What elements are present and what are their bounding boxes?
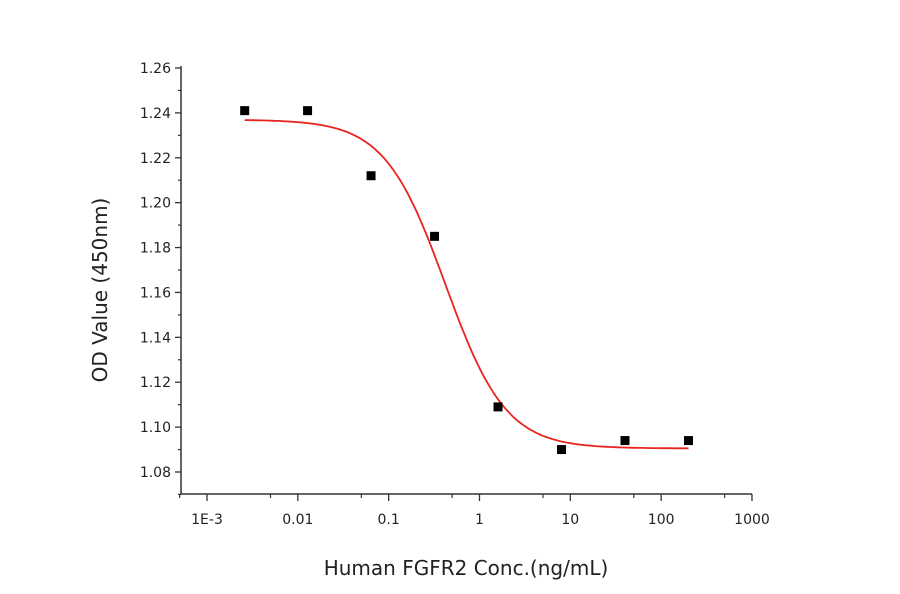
fit-curve bbox=[244, 119, 689, 450]
x-tick-label: 10 bbox=[561, 512, 579, 528]
data-point bbox=[557, 445, 567, 455]
x-tick-label: 1 bbox=[475, 512, 484, 528]
data-point bbox=[683, 436, 693, 446]
axes: 1.08 1.10 1.12 1.14 1.16 1.18 1.20 1.22 1.24 1.26… bbox=[140, 61, 770, 528]
y-tick-label: 1.12 bbox=[140, 375, 171, 391]
x-axis-title: Human FGFR2 Conc.(ng/mL) bbox=[324, 556, 609, 580]
x-tick-label: 0.1 bbox=[378, 512, 400, 528]
x-tick-label: 1000 bbox=[734, 512, 770, 528]
data-point bbox=[620, 436, 630, 446]
y-tick-label: 1.26 bbox=[140, 61, 171, 77]
data-point bbox=[303, 106, 313, 116]
x-tick-label: 1E-3 bbox=[191, 512, 223, 528]
y-tick-label: 1.20 bbox=[140, 196, 171, 212]
y-axis-title: OD Value (450nm) bbox=[88, 198, 112, 383]
y-tick-label: 1.08 bbox=[140, 465, 171, 481]
data-point bbox=[366, 171, 376, 181]
data-points bbox=[240, 106, 693, 455]
y-tick-label: 1.14 bbox=[140, 330, 171, 346]
data-point bbox=[240, 106, 250, 116]
y-tick-label: 1.22 bbox=[140, 151, 171, 167]
y-tick-label: 1.16 bbox=[140, 285, 171, 301]
y-tick-label: 1.24 bbox=[140, 106, 171, 122]
x-tick-label: 0.01 bbox=[282, 512, 313, 528]
data-point bbox=[430, 231, 440, 241]
y-tick-label: 1.10 bbox=[140, 420, 171, 436]
data-point bbox=[493, 402, 503, 412]
y-tick-label: 1.18 bbox=[140, 241, 171, 257]
x-tick-label: 100 bbox=[648, 512, 675, 528]
